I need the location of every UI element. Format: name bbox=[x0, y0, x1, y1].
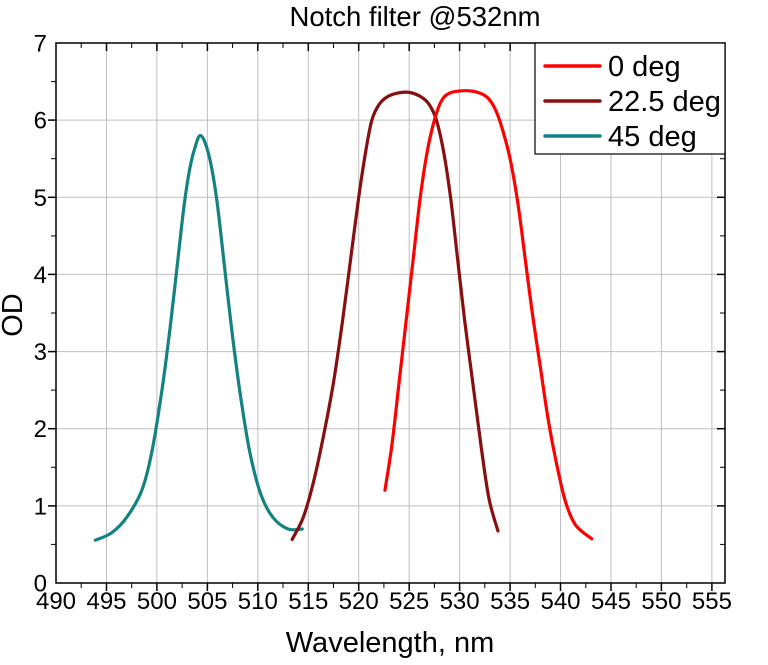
svg-text:4: 4 bbox=[34, 262, 47, 289]
svg-text:3: 3 bbox=[34, 339, 47, 366]
svg-text:535: 535 bbox=[490, 588, 530, 615]
svg-text:495: 495 bbox=[86, 588, 126, 615]
svg-text:545: 545 bbox=[591, 588, 631, 615]
svg-text:540: 540 bbox=[540, 588, 580, 615]
svg-text:500: 500 bbox=[137, 588, 177, 615]
svg-text:5: 5 bbox=[34, 185, 47, 212]
svg-text:Wavelength, nm: Wavelength, nm bbox=[286, 627, 494, 659]
svg-text:550: 550 bbox=[641, 588, 681, 615]
svg-text:525: 525 bbox=[389, 588, 429, 615]
svg-text:7: 7 bbox=[34, 31, 47, 58]
svg-text:0: 0 bbox=[34, 571, 47, 598]
svg-text:530: 530 bbox=[440, 588, 480, 615]
svg-text:2: 2 bbox=[34, 416, 47, 443]
svg-text:1: 1 bbox=[34, 493, 47, 520]
svg-text:0 deg: 0 deg bbox=[608, 51, 681, 83]
svg-text:45 deg: 45 deg bbox=[608, 121, 697, 153]
svg-text:510: 510 bbox=[238, 588, 278, 615]
svg-text:515: 515 bbox=[288, 588, 328, 615]
svg-text:555: 555 bbox=[692, 588, 732, 615]
svg-text:6: 6 bbox=[34, 108, 47, 135]
svg-text:OD: OD bbox=[0, 293, 29, 337]
svg-text:Notch filter @532nm: Notch filter @532nm bbox=[289, 1, 540, 32]
svg-text:520: 520 bbox=[339, 588, 379, 615]
svg-text:505: 505 bbox=[187, 588, 227, 615]
svg-text:22.5 deg: 22.5 deg bbox=[608, 86, 721, 118]
